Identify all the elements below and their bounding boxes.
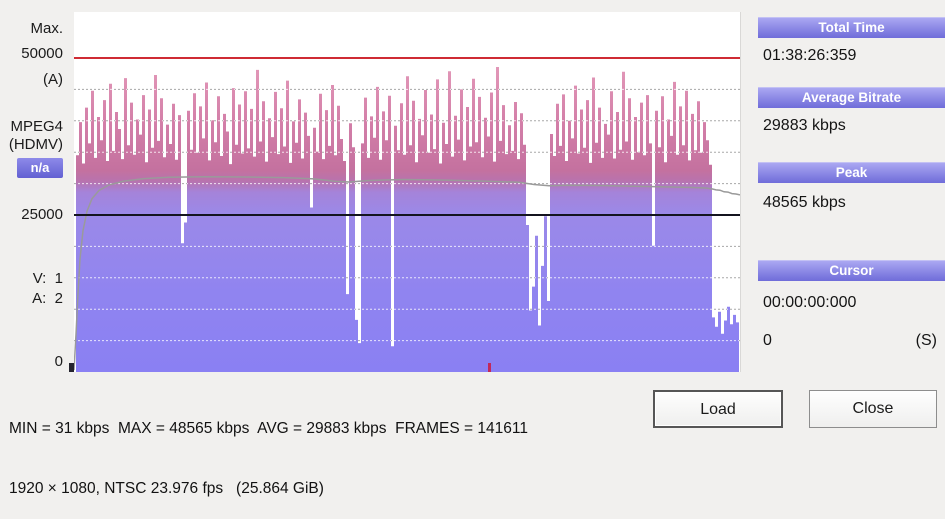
max-value-label: 50000 [21, 45, 63, 62]
cursor-seconds-unit: (S) [915, 332, 937, 349]
status-line-format: 1920 × 1080, NTSC 23.976 fps (25.864 GiB… [9, 480, 324, 497]
mid-value-label: 25000 [21, 206, 63, 223]
max-label: Max. [30, 20, 63, 37]
status-bar: MIN = 31 kbps MAX = 48565 kbps AVG = 298… [9, 379, 528, 519]
cursor-seconds-row: 0 (S) [758, 332, 945, 350]
peak-header: Peak [758, 162, 945, 183]
axis-unit-label: (A) [43, 71, 63, 88]
origin-tick [69, 363, 74, 372]
bitrate-chart-svg [74, 57, 740, 372]
video-stream-count: V: 1 [32, 270, 63, 287]
na-badge: n/a [17, 158, 63, 178]
codec-label-line1: MPEG4 [10, 118, 63, 135]
cursor-time-value: 00:00:00:000 [763, 294, 857, 311]
cursor-seconds-value: 0 [763, 332, 772, 349]
cursor-header: Cursor [758, 260, 945, 281]
bitrate-chart[interactable] [74, 12, 741, 372]
peak-value: 48565 kbps [763, 194, 846, 211]
zero-value-label: 0 [54, 353, 63, 370]
codec-label-line2: (HDMV) [8, 136, 63, 153]
left-axis-gutter: Max. 50000 (A) MPEG4 (HDMV) n/a 25000 V:… [0, 0, 64, 380]
close-button[interactable]: Close [809, 390, 937, 428]
average-bitrate-value: 29883 kbps [763, 117, 846, 134]
average-bitrate-header: Average Bitrate [758, 87, 945, 108]
total-time-value: 01:38:26:359 [763, 47, 857, 64]
status-line-stats: MIN = 31 kbps MAX = 48565 kbps AVG = 298… [9, 420, 528, 437]
audio-stream-count: A: 2 [32, 290, 63, 307]
load-button[interactable]: Load [653, 390, 783, 428]
total-time-header: Total Time [758, 17, 945, 38]
info-panel: Total Time 01:38:26:359 Average Bitrate … [758, 0, 945, 380]
